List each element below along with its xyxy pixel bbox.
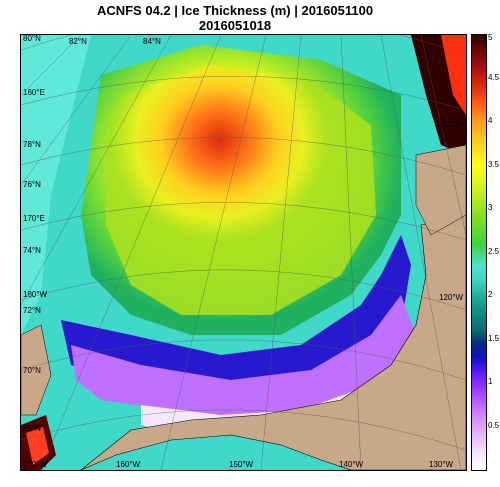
- lon-label-140w: 140°W: [339, 460, 364, 469]
- map-canvas: 80°N 78°N 76°N 74°N 72°N 70°N 68°N 82°N …: [21, 35, 466, 470]
- colorbar-tick-label: 4.5: [488, 72, 500, 82]
- colorbar-tick-label: 2: [488, 290, 493, 299]
- colorbar-tick-label: 1.5: [488, 333, 500, 343]
- colorbar-tick-label: 3.5: [488, 159, 500, 169]
- colorbar-tick-label: 0.5: [488, 420, 500, 430]
- colorbar: [471, 34, 487, 471]
- lat-label-78: 78°N: [23, 140, 41, 149]
- lat-label-80: 80°N: [23, 35, 41, 43]
- colorbar-tick-label: 2.5: [488, 246, 500, 256]
- lon-label-130w: 130°W: [429, 460, 454, 469]
- colorbar-tick-label: 5: [488, 33, 493, 42]
- thin-ice-band: [61, 235, 411, 405]
- graticule: [21, 35, 466, 470]
- lat-label-72: 72°N: [23, 306, 41, 315]
- lon-label-150w: 150°W: [229, 460, 254, 469]
- lat-label-68: 68°N: [23, 424, 41, 433]
- lat-label-70: 70°N: [23, 366, 41, 375]
- top-label-84: 84°N: [143, 37, 161, 46]
- colorbar-tick-label: 1: [488, 377, 493, 386]
- map-title: ACNFS 04.2 | Ice Thickness (m) | 2016051…: [96, 3, 374, 18]
- lon-label-160w: 160°W: [116, 460, 141, 469]
- thick-ice-ne-red: [441, 35, 466, 115]
- colorbar-tick-label: 4: [488, 116, 493, 125]
- lat-label-76: 76°N: [23, 180, 41, 189]
- lon-label-170w: 170°W: [23, 460, 48, 469]
- map-date: 2016051018: [198, 18, 272, 33]
- lon-label-180w: 180°W: [23, 290, 48, 299]
- lon-label-170e: 170°E: [23, 214, 45, 223]
- lon-label-110w: 110°W: [439, 120, 463, 129]
- lon-label-120w: 120°W: [439, 293, 464, 302]
- lon-label-160e: 160°E: [23, 88, 45, 97]
- colorbar-tick-label: 3: [488, 203, 493, 212]
- alaska-canada-land: [80, 214, 466, 470]
- canadian-archipelago: [415, 144, 466, 236]
- thick-ice-sw-red: [26, 427, 49, 465]
- ice-pack-core: [106, 65, 376, 315]
- ice-thickness-map: 80°N 78°N 76°N 74°N 72°N 70°N 68°N 82°N …: [20, 34, 467, 471]
- siberia-land: [21, 324, 52, 416]
- very-thin-ice: [71, 295, 416, 420]
- thin-ice-west: [21, 35, 91, 335]
- lat-label-74: 74°N: [23, 246, 41, 255]
- top-label-82: 82°N: [69, 37, 87, 46]
